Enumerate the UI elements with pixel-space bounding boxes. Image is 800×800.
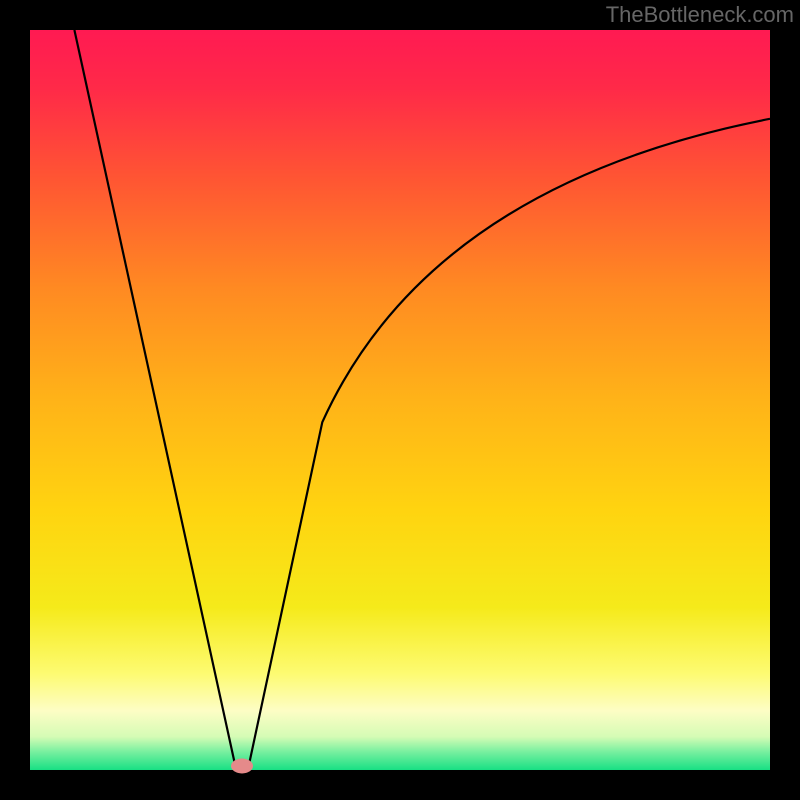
watermark-text: TheBottleneck.com [606,2,794,28]
plot-area [30,30,770,770]
minimum-marker [231,758,253,773]
curve-left-branch [74,30,235,768]
bottleneck-curve [30,30,770,770]
chart-container: TheBottleneck.com [0,0,800,800]
curve-right-branch [248,119,770,768]
